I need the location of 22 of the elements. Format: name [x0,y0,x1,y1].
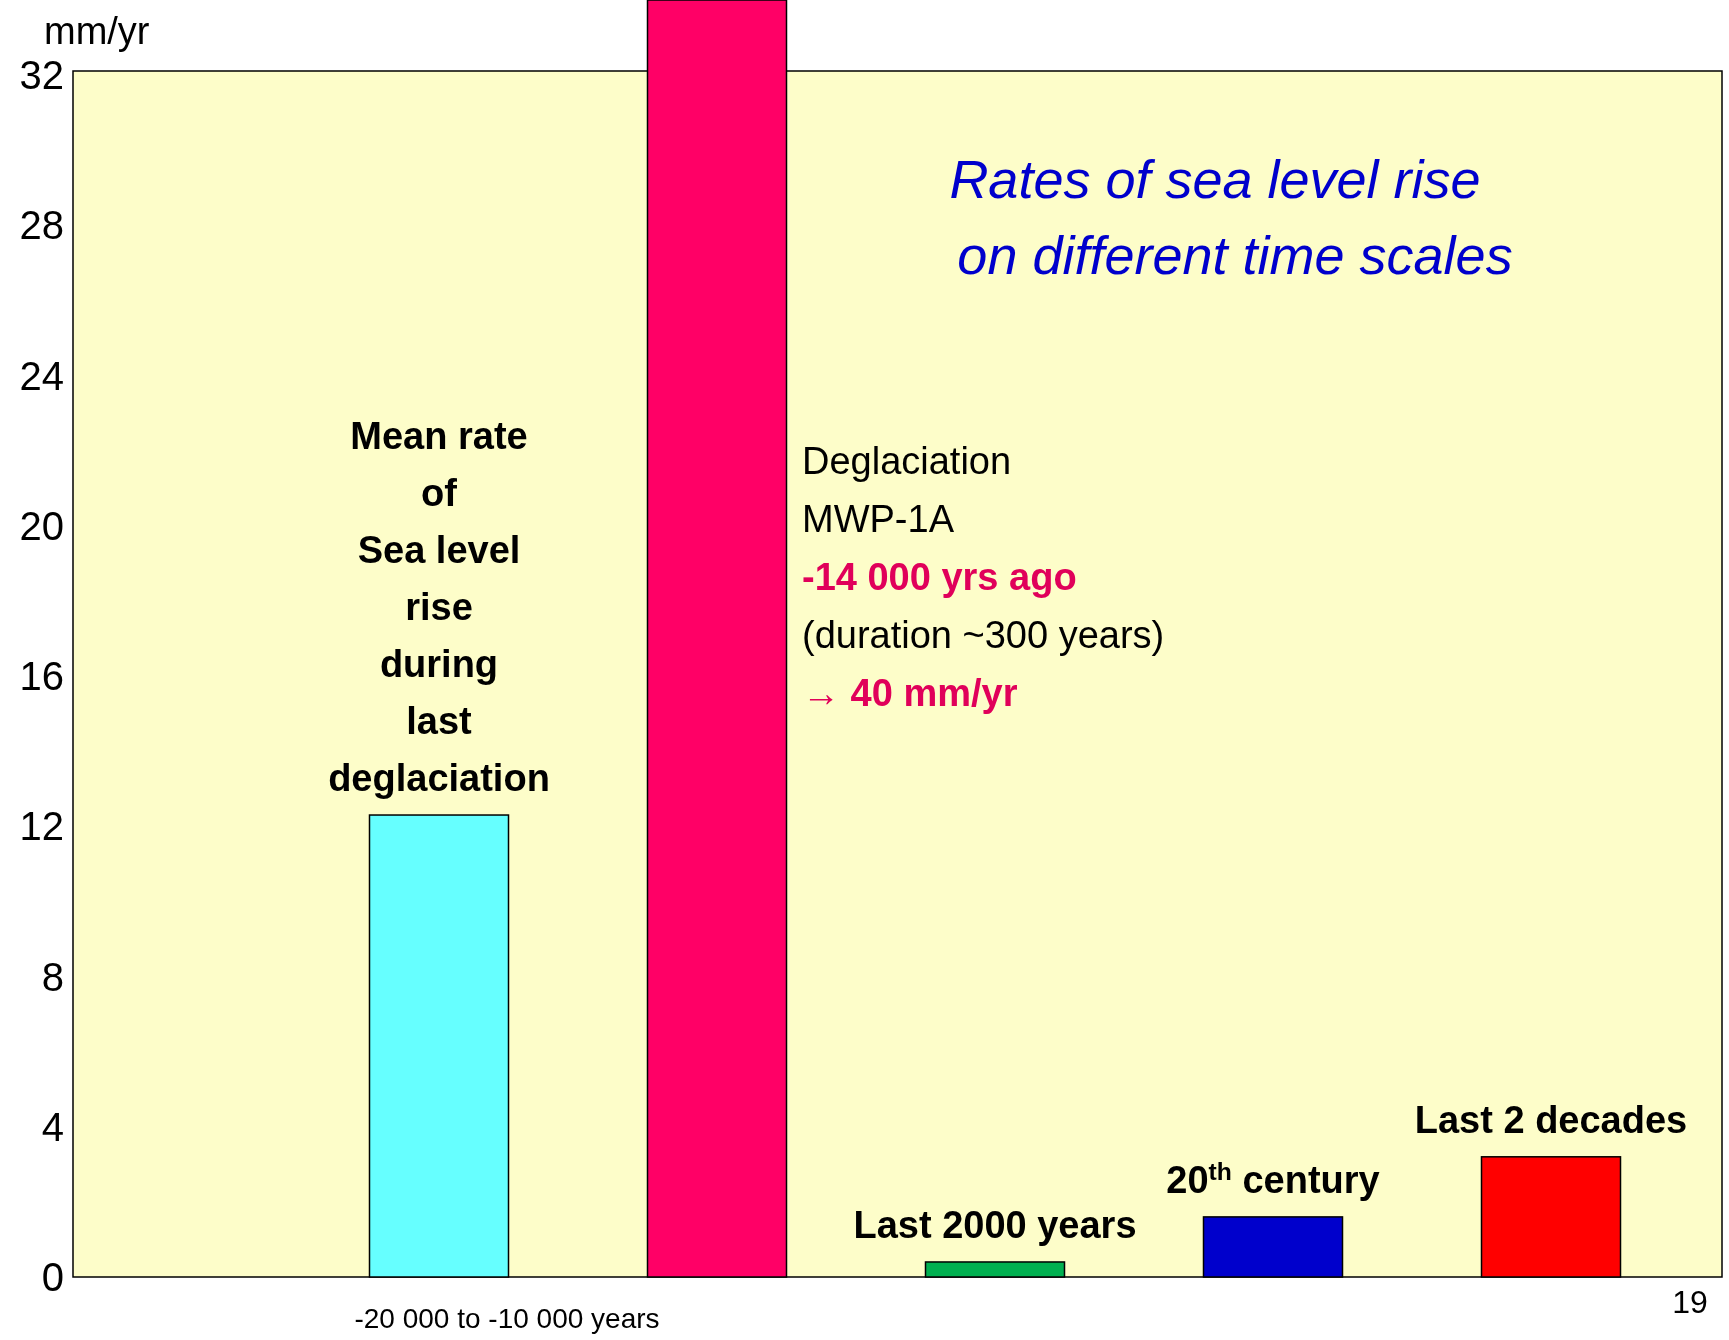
x-tick-label: Last 2 decades [1414,1098,1688,1141]
y-tick-label: 24 [19,353,64,398]
y-tick-label: 0 [41,1255,64,1299]
annotation: → 40 mm/yr [802,672,1018,714]
text: -20 000 to -10 000 years [354,1303,660,1334]
annotation: (duration ~300 years) [802,614,1165,656]
annotation: Deglaciation [802,440,1012,482]
x-tick-label: 20$^{th}$ century [1166,1157,1380,1201]
y-tick-label: 8 [41,954,64,999]
y-axis-title: mm/yr [44,10,150,52]
y-tick-label: 16 [19,654,64,699]
y-tick-label: 20 [19,503,64,548]
annotation: MWP-1A [802,498,955,540]
x-tick-label: Last 2000 years [853,1203,1137,1246]
annotation: -14 000 yrs ago [802,556,1077,598]
text: Rates of sea level rise on different time scales [949,149,1513,285]
y-tick-label: 32 [19,53,64,98]
y-tick-label: 12 [19,804,64,849]
text: 19 [1672,1284,1708,1320]
y-tick-label: 4 [41,1104,64,1149]
y-tick-label: 28 [19,203,64,248]
x-tick-label: Mean rate of Sea level rise during last deglaciation [328,415,550,800]
